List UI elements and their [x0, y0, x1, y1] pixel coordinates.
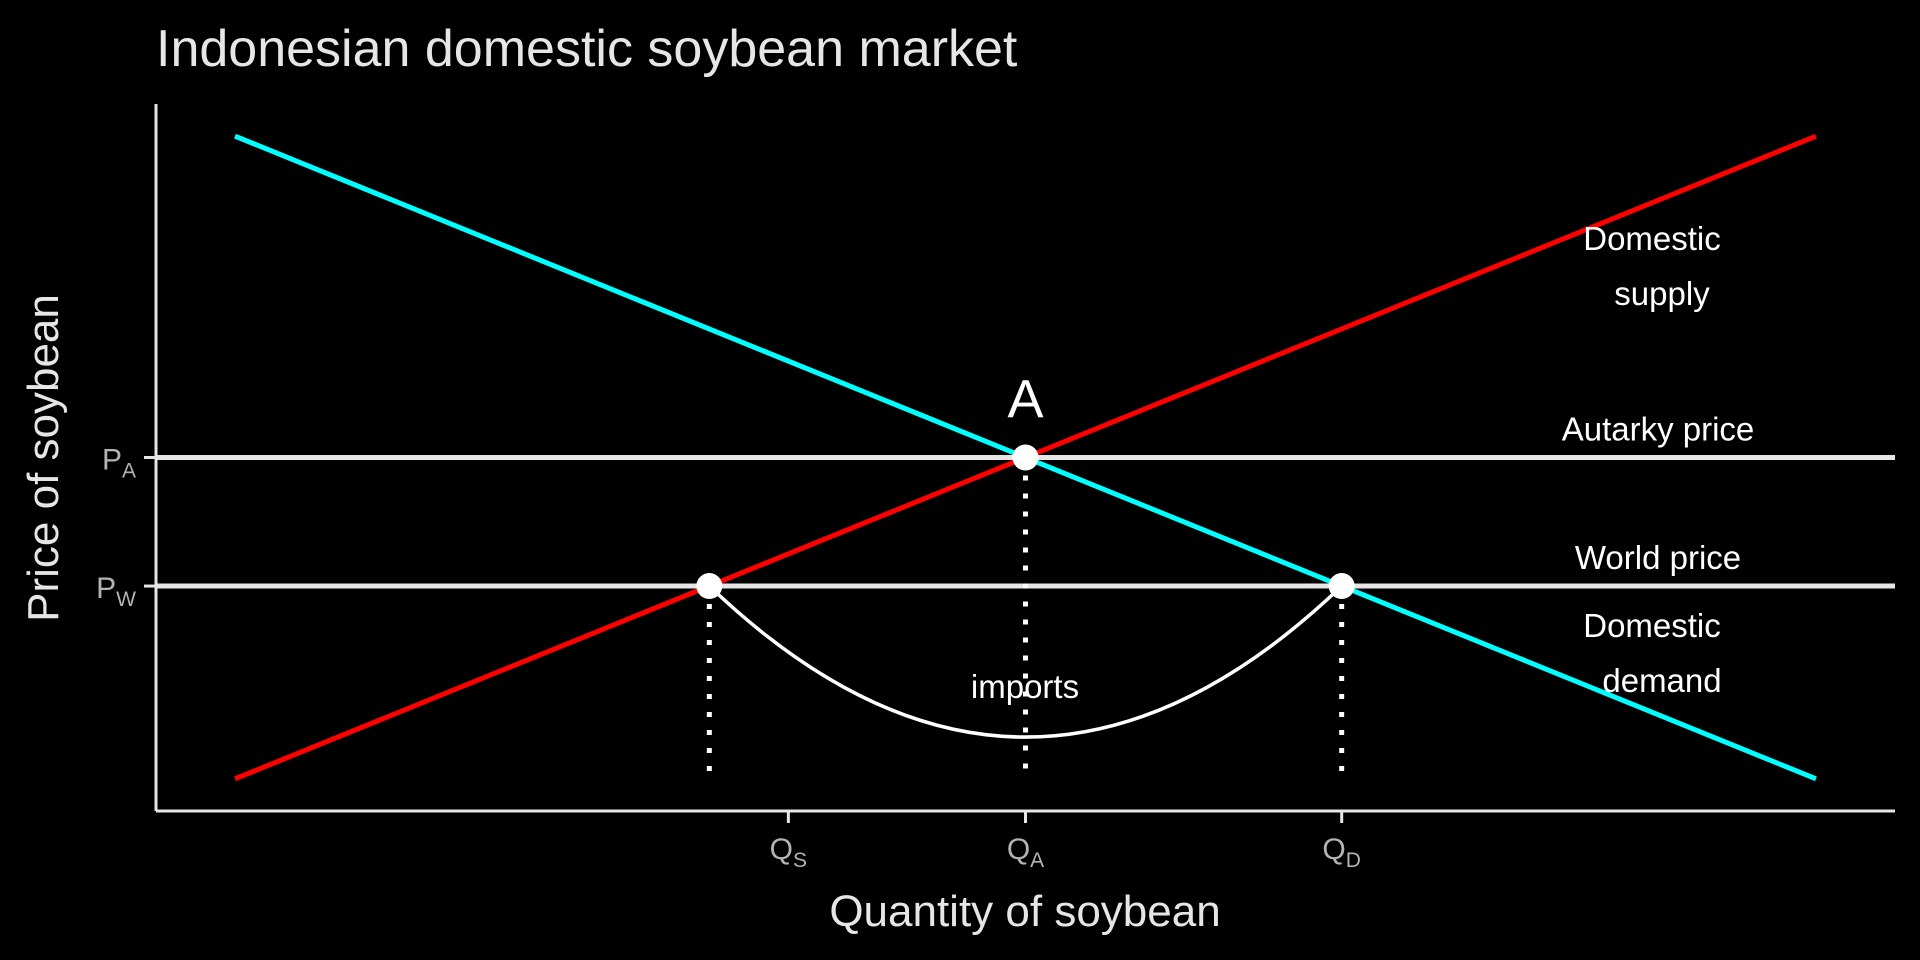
point-label-0: A — [1007, 370, 1043, 430]
point-marker-2 — [1328, 573, 1355, 600]
supply-label-line2: supply — [1614, 275, 1710, 312]
y-tick-label-W: PW — [96, 572, 136, 611]
demand-label-line2: demand — [1602, 662, 1721, 699]
x-tick-label-D: QD — [1322, 833, 1361, 872]
point-marker-1 — [696, 573, 723, 600]
chart-title: Indonesian domestic soybean market — [156, 20, 1018, 78]
world-price-label: World price — [1575, 539, 1741, 576]
y-axis-title: Price of soybean — [19, 294, 68, 622]
y-tick-label-A: PA — [102, 444, 136, 483]
supply-label-line1: Domestic — [1583, 220, 1721, 257]
imports-label: imports — [971, 668, 1079, 705]
autarky-price-label: Autarky price — [1562, 411, 1755, 448]
demand-label-line1: Domestic — [1583, 607, 1721, 644]
imports-curve — [708, 584, 1343, 739]
point-marker-0 — [1012, 444, 1039, 471]
plot-area: Autarky price World price A QS QA QD PW PA — [96, 104, 1895, 872]
x-tick-label-A: QA — [1007, 833, 1044, 872]
x-tick-label-S: QS — [770, 833, 807, 872]
x-axis-title: Quantity of soybean — [829, 887, 1220, 936]
